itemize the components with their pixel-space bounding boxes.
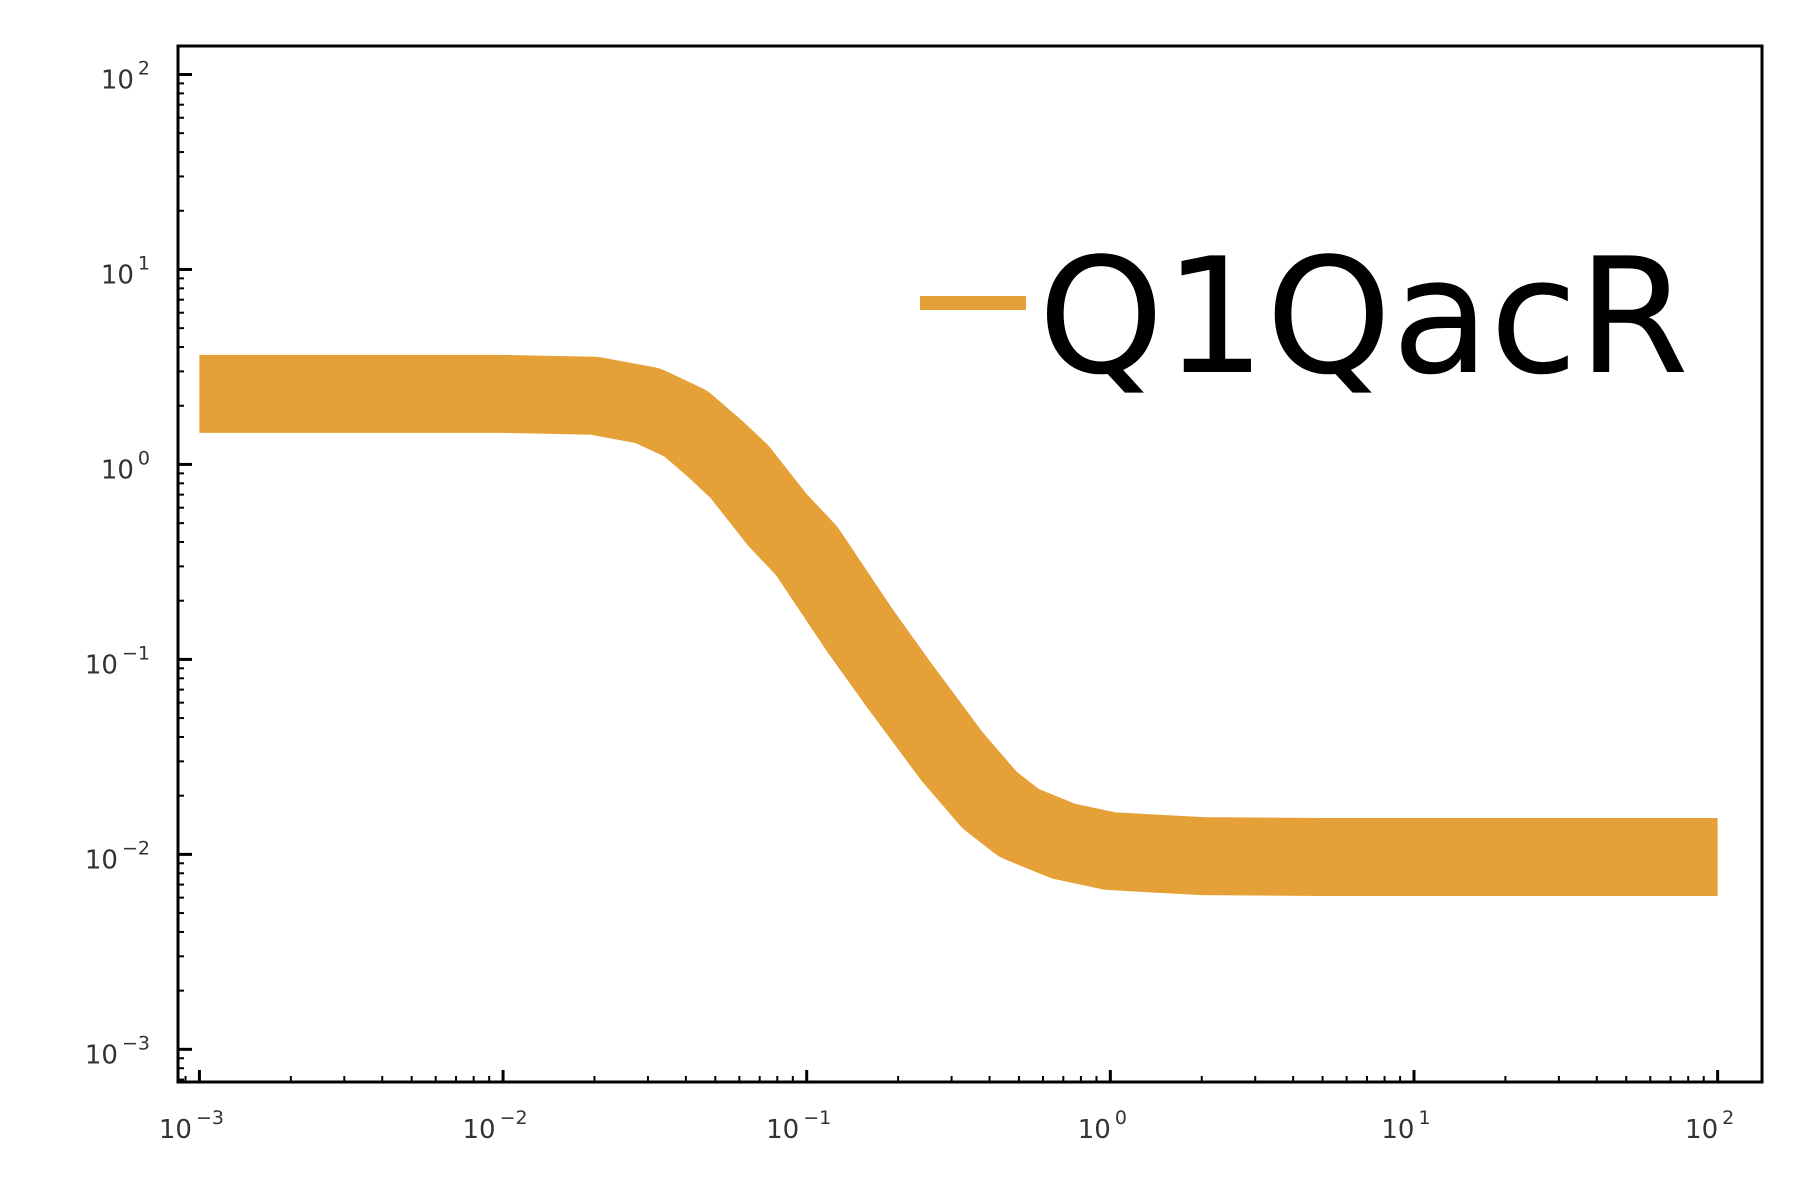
y-tick-exponent: 0 — [138, 447, 150, 469]
major-ticks — [178, 72, 1720, 1082]
x-tick-exponent: 0 — [1115, 1107, 1127, 1129]
x-tick-labels: 10 −3 10 −2 10 −1 10 0 10 1 10 2 — [159, 1107, 1734, 1145]
plot-frame — [176, 44, 1764, 1084]
series-line — [199, 354, 1718, 896]
y-tick-label: 10 −3 — [85, 1032, 150, 1070]
y-tick-label: 10 0 — [101, 447, 150, 485]
y-tick-label: 10 −2 — [85, 837, 150, 875]
x-tick-label: 10 −3 — [159, 1107, 224, 1145]
y-tick-label: 10 1 — [101, 252, 150, 290]
x-tick-label: 10 0 — [1078, 1107, 1127, 1145]
x-tick-label: 10 −2 — [463, 1107, 528, 1145]
legend-label: Q1QacR — [1038, 223, 1689, 410]
y-tick-exponent: −1 — [122, 642, 150, 664]
y-tick-label: 10 −1 — [85, 642, 150, 680]
x-tick-exponent: −3 — [196, 1107, 224, 1129]
legend: Q1QacR — [920, 223, 1689, 410]
y-tick-label: 10 2 — [101, 57, 150, 95]
x-tick-exponent: 2 — [1722, 1107, 1734, 1129]
y-tick-exponent: −3 — [122, 1032, 150, 1054]
y-tick-exponent: 1 — [138, 252, 150, 274]
x-tick-exponent: 1 — [1418, 1107, 1430, 1129]
y-tick-exponent: −2 — [122, 837, 150, 859]
y-tick-exponent: 2 — [138, 57, 150, 79]
x-tick-exponent: −1 — [803, 1107, 831, 1129]
x-tick-label: 10 −1 — [766, 1107, 831, 1145]
x-tick-label: 10 1 — [1381, 1107, 1430, 1145]
x-tick-label: 10 2 — [1685, 1107, 1734, 1145]
x-tick-exponent: −2 — [500, 1107, 528, 1129]
